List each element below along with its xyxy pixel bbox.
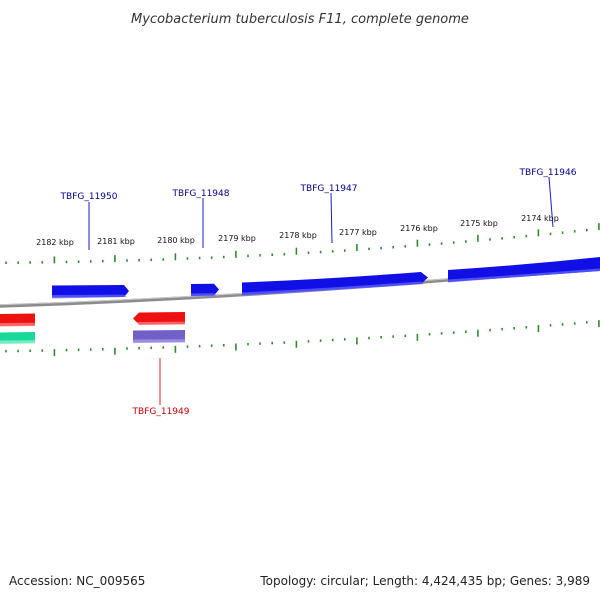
- gene-arrow-tbfg-11946[interactable]: [448, 257, 600, 283]
- leader-line-tbfg-11946: [548, 176, 554, 228]
- gene-labels: TBFG_11950 TBFG_11948 TBFG_11947 TBFG_11…: [60, 168, 577, 417]
- gene-label-tbfg-11949[interactable]: TBFG_11949: [132, 407, 190, 417]
- inner-scale-ticks: [5, 320, 600, 357]
- reverse-features: [0, 312, 185, 344]
- scale-label-2176: 2176 kbp: [400, 224, 438, 233]
- outer-scale-ticks: [5, 223, 600, 264]
- leader-line-tbfg-11947: [330, 192, 333, 244]
- scale-label-2180: 2180 kbp: [157, 236, 195, 245]
- scale-label-2181: 2181 kbp: [97, 237, 135, 246]
- gene-label-tbfg-11947[interactable]: TBFG_11947: [300, 184, 358, 194]
- scale-label-2182: 2182 kbp: [36, 238, 74, 247]
- scale-label-2178: 2178 kbp: [279, 231, 317, 240]
- forward-genes: [52, 257, 600, 299]
- accession-label: Accession: NC_009565: [9, 574, 145, 588]
- scale-label-2175: 2175 kbp: [460, 219, 498, 228]
- genome-summary: Topology: circular; Length: 4,424,435 bp…: [259, 574, 590, 588]
- gene-arrow-left-red[interactable]: [0, 313, 35, 327]
- gene-arrow-tbfg-11948[interactable]: [191, 283, 219, 297]
- scale-label-2177: 2177 kbp: [339, 228, 377, 237]
- gene-label-tbfg-11948[interactable]: TBFG_11948: [172, 189, 230, 199]
- gene-label-tbfg-11946[interactable]: TBFG_11946: [519, 168, 577, 178]
- gene-label-tbfg-11950[interactable]: TBFG_11950: [60, 192, 118, 202]
- feature-left-teal: [0, 332, 35, 344]
- gene-arrow-tbfg-11947[interactable]: [242, 272, 428, 296]
- scale-label-2179: 2179 kbp: [218, 234, 256, 243]
- feature-tbfg-11949-purple: [133, 330, 185, 343]
- scale-labels: 2182 kbp 2181 kbp 2180 kbp 2179 kbp 2178…: [36, 214, 559, 247]
- scale-label-2174: 2174 kbp: [521, 214, 559, 223]
- gene-arrow-tbfg-11949[interactable]: [133, 312, 185, 325]
- gene-arrow-tbfg-11950[interactable]: [52, 285, 129, 299]
- map-title: Mycobacterium tuberculosis F11, complete…: [131, 12, 469, 27]
